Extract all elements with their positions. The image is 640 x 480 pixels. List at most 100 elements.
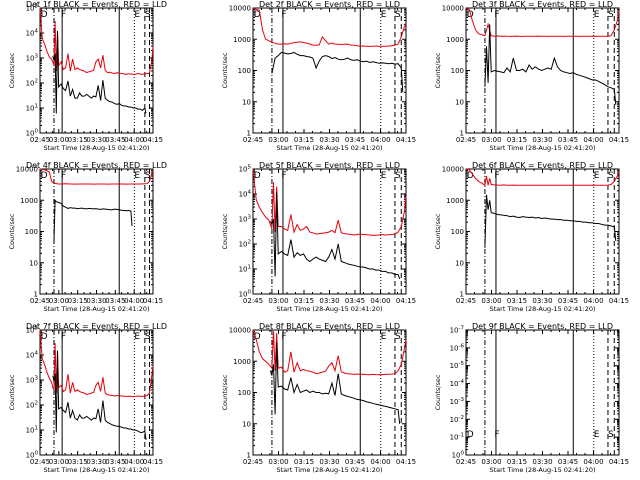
x-tick-label: 03:30 [86,297,106,305]
x-tick-label: 03:30 [86,458,106,466]
x-tick-label: 03:00 [481,136,501,144]
x-tick-label: 03:45 [345,136,365,144]
x-tick-label: 02:45 [456,458,476,466]
chart-panel-6: Det 6f BLACK = Events, RED = LLD 1 10 100 10… [434,161,629,313]
event-marker-F: F [281,10,286,20]
y-tick-label: 10-3 [450,397,465,406]
y-tick-label: 102 [26,79,38,88]
y-tick-label: 100 [452,451,465,460]
event-marker-S: S [145,171,151,181]
x-tick-label: 02:45 [243,458,263,466]
y-tick-label: 10-1 [450,433,464,442]
event-marker-E: E [134,10,140,20]
y-tick-label: 10000 [442,166,464,174]
event-marker-D: D [467,430,474,440]
series-lld [465,7,620,37]
y-tick-label: 1000 [233,358,251,366]
chart-panel-8: Det 8f BLACK = Events, RED = LLD 1 10 100 10… [221,322,416,474]
event-marker-E: E [381,332,387,342]
series-events [53,198,133,241]
y-tick-label: 100 [238,389,251,397]
x-tick-label: 03:15 [507,458,527,466]
x-tick-label: 04:15 [396,136,416,144]
x-tick-label: 02:45 [243,297,263,305]
chart-title: Det 6f BLACK = Events, RED = LLD [472,161,613,170]
x-axis-label: Start Time (28-Aug-15 02:41:20) [276,305,382,313]
y-tick-label: 1 [34,291,38,299]
event-marker-S: S [395,10,401,20]
x-tick-label: 03:15 [507,297,527,305]
x-tick-label: 03:15 [68,458,88,466]
event-marker-F: F [61,171,66,181]
y-axis-label: Counts/sec [8,213,16,249]
chart-title: Det 9f BLACK = Events, RED = LLD [472,322,613,331]
y-tick-label: 10 [242,420,251,428]
y-tick-label: 10 [455,98,464,106]
y-tick-label: 10-5 [450,361,465,370]
x-tick-label: 03:00 [268,297,288,305]
event-marker-E: E [594,171,600,181]
y-tick-label: 10 [455,259,464,267]
y-tick-label: 1 [460,291,464,299]
y-tick-label: 101 [26,104,38,113]
x-tick-label: 04:00 [583,297,603,305]
y-tick-label: 100 [451,67,464,75]
event-marker-D: D [254,10,261,20]
x-tick-label: 03:45 [105,136,125,144]
y-tick-label: 103 [26,54,39,63]
plot-frame [465,168,620,295]
x-tick-label: 03:45 [105,458,125,466]
x-tick-label: 04:00 [124,297,144,305]
event-marker-D: D [254,332,261,342]
y-tick-label: 10000 [442,5,464,13]
x-tick-label: 03:45 [105,297,125,305]
series-lld [39,168,154,185]
x-tick-label: 03:30 [319,458,339,466]
chart-panel-5: Det 5f BLACK = Events, RED = LLD 100 101 10… [221,161,416,313]
x-tick-label: 03:45 [345,297,365,305]
event-marker-S: S [608,10,614,20]
y-tick-label: 100 [238,67,251,75]
event-marker-E: E [134,171,140,181]
event-marker-F: F [61,332,66,342]
y-tick-label: 1000 [20,197,38,205]
event-marker-D: D [41,332,48,342]
y-tick-label: 10000 [229,327,251,335]
x-axis-label: Start Time (28-Aug-15 02:41:20) [276,466,382,474]
y-axis-label: Counts/sec [434,52,442,88]
series-lld [39,7,154,75]
y-axis-label: Counts/sec [434,213,442,249]
series-lld [252,168,407,236]
event-marker-E: E [134,332,140,342]
event-marker-E: E [594,10,600,20]
y-tick-label: 1000 [233,36,251,44]
x-tick-label: 02:45 [30,136,50,144]
y-tick-label: 10-2 [450,415,464,424]
x-tick-label: 04:00 [370,297,390,305]
y-axis-label: Counts/sec [434,374,442,410]
y-tick-label: 105 [26,326,39,335]
x-tick-label: 04:00 [370,136,390,144]
x-axis-label: Start Time (28-Aug-15 02:41:20) [43,305,149,313]
x-tick-label: 04:15 [396,458,416,466]
x-tick-label: 04:15 [609,136,629,144]
chart-title: Det 2f BLACK = Events, RED = LLD [259,0,400,9]
y-axis-label: Counts/sec [221,213,229,249]
x-tick-label: 03:00 [268,458,288,466]
series-events [484,24,617,105]
series-events [52,30,147,114]
event-marker-S: S [608,171,614,181]
y-tick-label: 100 [451,228,464,236]
x-tick-label: 03:15 [68,136,88,144]
x-tick-label: 03:00 [49,297,69,305]
chart-panel-7: Det 7f BLACK = Events, RED = LLD 100 101 10… [8,322,167,474]
x-tick-label: 03:45 [345,458,365,466]
event-marker-E: E [594,430,600,440]
y-tick-label: 105 [26,4,39,13]
y-tick-label: 103 [26,376,39,385]
event-marker-D: D [41,10,48,20]
event-marker-D: D [41,171,48,181]
x-tick-label: 02:45 [30,458,50,466]
event-marker-E: E [381,10,387,20]
x-tick-label: 03:45 [558,297,578,305]
